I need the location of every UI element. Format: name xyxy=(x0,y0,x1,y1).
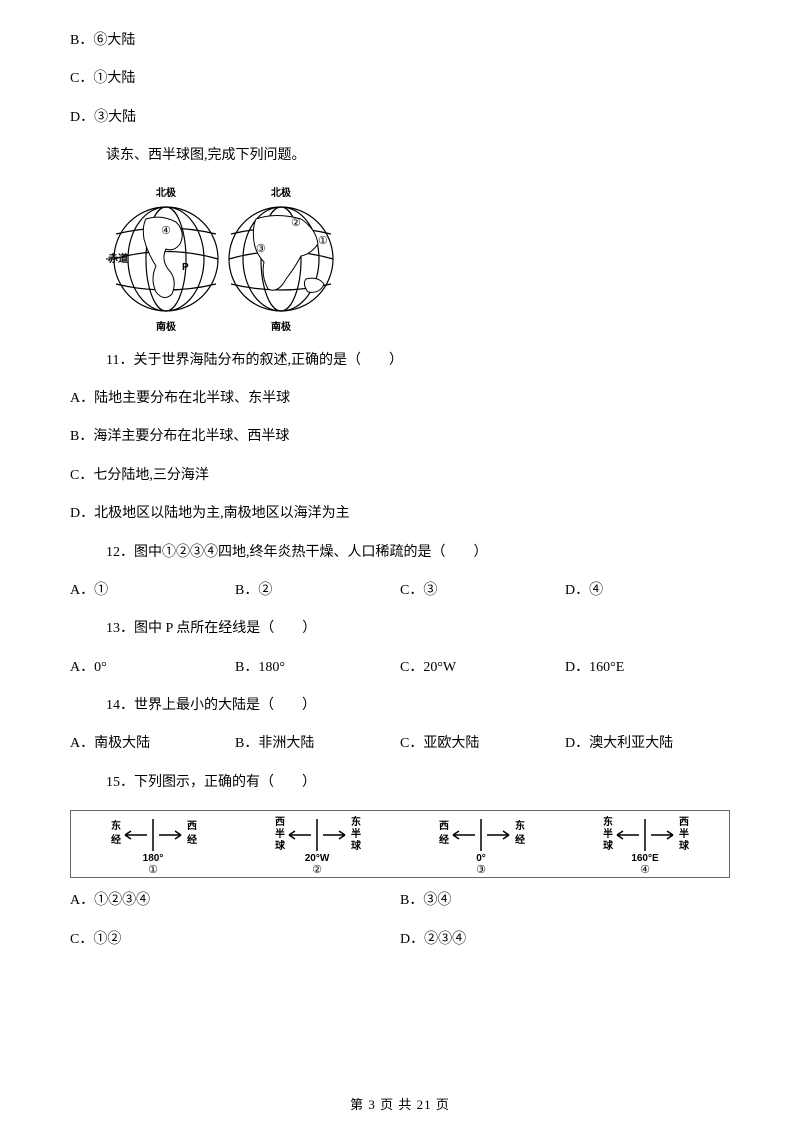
svg-text:经: 经 xyxy=(515,833,525,846)
q13-c: C．20°W xyxy=(400,657,565,679)
svg-text:西: 西 xyxy=(439,820,449,832)
svg-text:经: 经 xyxy=(187,833,197,846)
svg-text:西: 西 xyxy=(187,820,197,832)
label-south-right: 南极 xyxy=(271,320,292,333)
svg-text:半: 半 xyxy=(351,827,361,840)
q15-d: D．②③④ xyxy=(400,929,730,951)
svg-text:半: 半 xyxy=(679,827,689,840)
q12-c: C．③ xyxy=(400,580,565,602)
q14-a: A．南极大陆 xyxy=(70,733,235,755)
q14-b: B．非洲大陆 xyxy=(235,733,400,755)
q11-c: C．七分陆地,三分海洋 xyxy=(70,465,730,487)
svg-text:经: 经 xyxy=(111,833,121,846)
q15-stem: 15．下列图示，正确的有（ ） xyxy=(70,772,730,794)
longitude-diagram: 东经西经180°①西半球东半球20°W②西经东经0°③东半球西半球160°E④ xyxy=(70,810,730,878)
svg-text:①: ① xyxy=(148,864,158,876)
opt-b: B．⑥大陆 xyxy=(70,30,730,52)
intro-text: 读东、西半球图,完成下列问题。 xyxy=(70,145,730,167)
marker-3: ③ xyxy=(256,243,266,255)
q15-row1: A．①②③④ B．③④ xyxy=(70,890,730,912)
q13-stem: 13．图中 P 点所在经线是（ ） xyxy=(70,618,730,640)
q11-stem: 11．关于世界海陆分布的叙述,正确的是（ ） xyxy=(70,350,730,372)
q13-b: B．180° xyxy=(235,657,400,679)
svg-text:③: ③ xyxy=(476,864,486,876)
svg-text:②: ② xyxy=(312,864,322,876)
svg-text:球: 球 xyxy=(603,839,614,852)
q12-options: A．① B．② C．③ D．④ xyxy=(70,580,730,602)
svg-text:180°: 180° xyxy=(143,853,164,864)
q12-b: B．② xyxy=(235,580,400,602)
page-footer: 第 3 页 共 21 页 xyxy=(0,1095,800,1116)
q14-d: D．澳大利亚大陆 xyxy=(565,733,730,755)
label-p: P xyxy=(182,262,189,273)
marker-1: ① xyxy=(318,235,328,247)
svg-text:西: 西 xyxy=(275,816,285,828)
svg-text:东: 东 xyxy=(515,819,525,832)
q15-b: B．③④ xyxy=(400,890,730,912)
svg-text:半: 半 xyxy=(603,827,613,840)
svg-text:球: 球 xyxy=(679,839,690,852)
q12-stem: 12．图中①②③④四地,终年炎热干燥、人口稀疏的是（ ） xyxy=(70,542,730,564)
svg-text:球: 球 xyxy=(351,839,362,852)
svg-text:西: 西 xyxy=(679,816,689,828)
q13-a: A．0° xyxy=(70,657,235,679)
opt-d: D．③大陆 xyxy=(70,107,730,129)
q15-row2: C．①② D．②③④ xyxy=(70,929,730,951)
q15-c: C．①② xyxy=(70,929,400,951)
svg-text:东: 东 xyxy=(111,819,121,832)
svg-text:④: ④ xyxy=(640,864,650,876)
opt-c: C．①大陆 xyxy=(70,68,730,90)
q14-options: A．南极大陆 B．非洲大陆 C．亚欧大陆 D．澳大利亚大陆 xyxy=(70,733,730,755)
q14-c: C．亚欧大陆 xyxy=(400,733,565,755)
label-north-left: 北极 xyxy=(156,186,177,199)
svg-text:0°: 0° xyxy=(476,853,486,864)
q14-stem: 14．世界上最小的大陆是（ ） xyxy=(70,695,730,717)
hemisphere-figure: 北极 北极 赤道 P xyxy=(106,184,730,334)
q11-b: B．海洋主要分布在北半球、西半球 xyxy=(70,426,730,448)
marker-4: ④ xyxy=(161,225,171,237)
label-north-right: 北极 xyxy=(271,186,292,199)
svg-text:东: 东 xyxy=(351,815,361,828)
q12-a: A．① xyxy=(70,580,235,602)
q13-options: A．0° B．180° C．20°W D．160°E xyxy=(70,657,730,679)
q11-d: D．北极地区以陆地为主,南极地区以海洋为主 xyxy=(70,503,730,525)
q15-a: A．①②③④ xyxy=(70,890,400,912)
svg-text:20°W: 20°W xyxy=(305,853,330,864)
q13-d: D．160°E xyxy=(565,657,730,679)
svg-text:经: 经 xyxy=(439,833,449,846)
q11-a: A．陆地主要分布在北半球、东半球 xyxy=(70,388,730,410)
q12-d: D．④ xyxy=(565,580,730,602)
svg-text:东: 东 xyxy=(603,815,613,828)
svg-text:半: 半 xyxy=(275,827,285,840)
label-south-left: 南极 xyxy=(156,320,177,333)
marker-2: ② xyxy=(291,217,301,229)
svg-text:160°E: 160°E xyxy=(631,853,659,864)
svg-text:球: 球 xyxy=(275,839,286,852)
